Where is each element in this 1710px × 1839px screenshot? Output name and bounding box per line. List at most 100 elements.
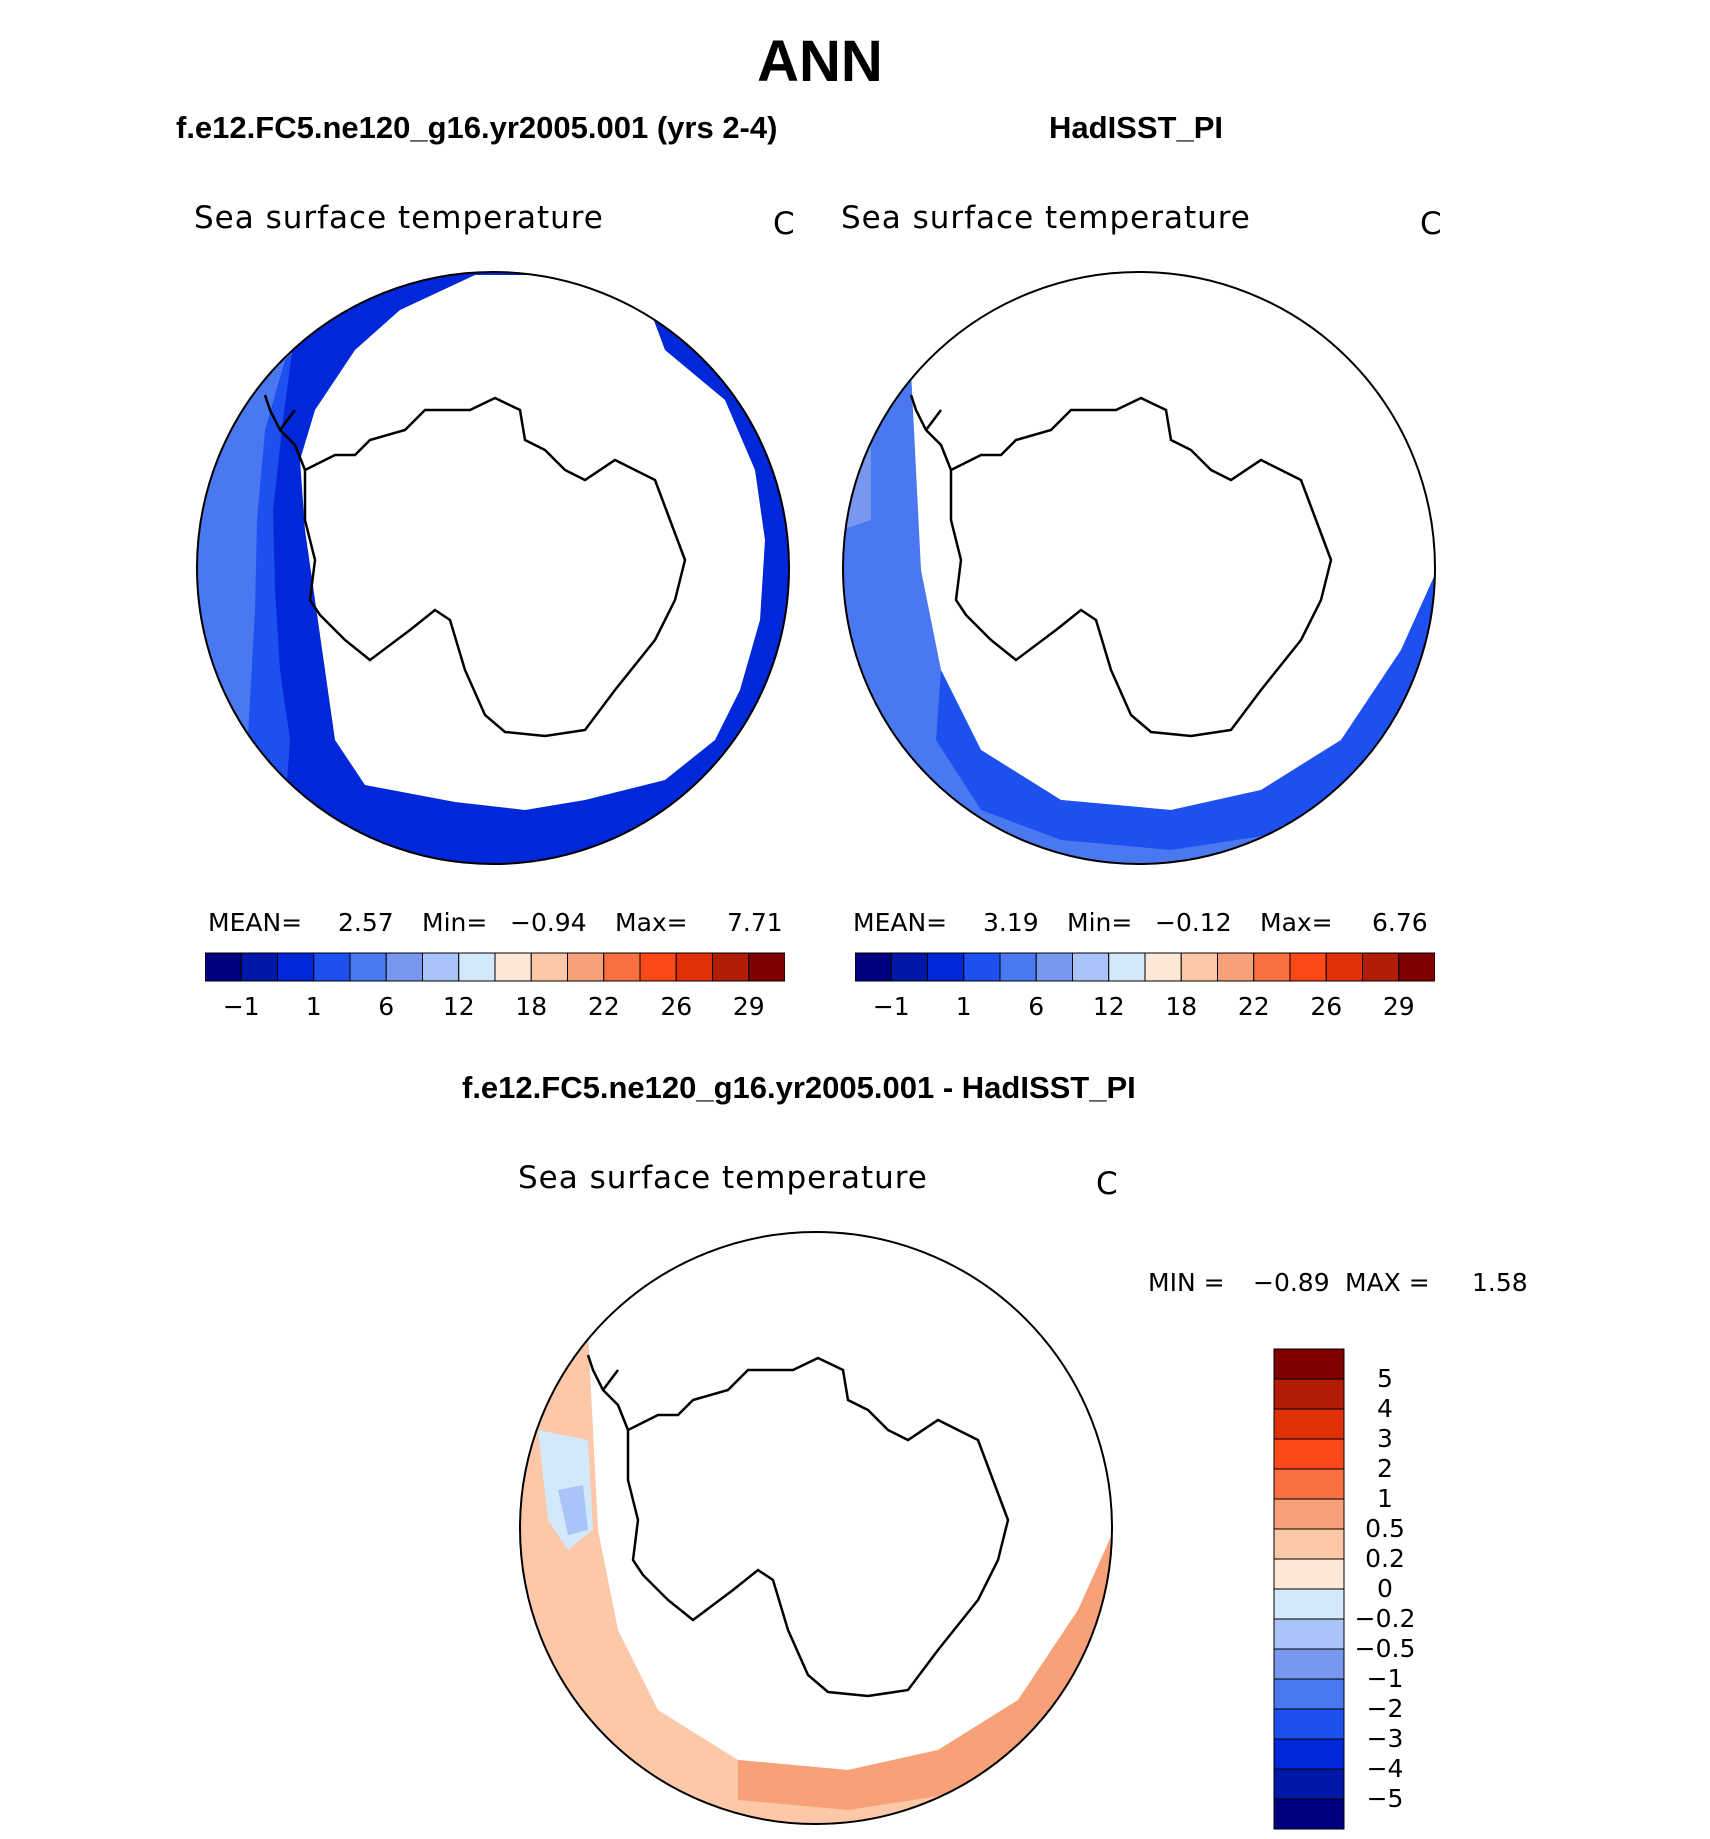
panel-1-mean-label: MEAN= — [208, 908, 303, 937]
panel-2-colorbar-swatch — [890, 952, 928, 982]
diff-sst-warm-region — [738, 1530, 1112, 1810]
panel-3-colorbar-swatch — [1273, 1798, 1345, 1830]
panel-2-colorbar-swatch — [1289, 952, 1327, 982]
panel-3-colorbar-tick-label: −3 — [1366, 1724, 1404, 1753]
panel-3-colorbar-swatch — [1273, 1768, 1345, 1800]
panel-2-colorbar-swatch — [1253, 952, 1291, 982]
antarctic-peninsula — [909, 394, 953, 471]
panel-3-colorbar-swatch — [1273, 1468, 1345, 1500]
panel-1-max-value: 7.71 — [727, 908, 783, 937]
panel-1-colorbar-ticks: −1 1 6 12 18 22 26 29 — [205, 992, 785, 1026]
antarctic-peninsula — [586, 1354, 630, 1431]
antarctic-peninsula — [263, 394, 307, 471]
panel-1-colorbar-swatch — [639, 952, 677, 982]
panel-3-colorbar-tick-label: 1 — [1377, 1484, 1393, 1513]
panel-2-colorbar-swatch — [855, 952, 892, 982]
panel-3-max-value: 1.58 — [1472, 1268, 1528, 1297]
panel-1-colorbar-swatch — [313, 952, 351, 982]
panel-3-max-label: MAX = — [1345, 1268, 1430, 1297]
panel-2-colorbar-swatch — [1072, 952, 1110, 982]
panel-2-colorbar-swatch — [1362, 952, 1400, 982]
panel-3-colorbar-swatch — [1273, 1678, 1345, 1710]
panel-2-colorbar-swatch — [1217, 952, 1255, 982]
panel-1-max-label: Max= — [615, 908, 688, 937]
panel-1-colorbar-tick-label: 26 — [660, 992, 693, 1021]
panel-3-variable-label: Sea surface temperature — [518, 1160, 928, 1196]
panel-1-min-label: Min= — [422, 908, 488, 937]
panel-1-units-label: C — [773, 206, 796, 242]
panel-2-min-label: Min= — [1067, 908, 1133, 937]
panel-1-variable-label: Sea surface temperature — [194, 200, 604, 236]
panel-1-colorbar-swatch — [494, 952, 532, 982]
model-sea-ice-region — [300, 275, 765, 810]
panel-2-colorbar-swatch — [927, 952, 965, 982]
panel-3-colorbar-swatch — [1273, 1738, 1345, 1770]
panel-1-colorbar-swatch — [240, 952, 278, 982]
panel-2-variable-label: Sea surface temperature — [841, 200, 1251, 236]
panel-3-colorbar-tick-label: −0.2 — [1354, 1604, 1416, 1633]
panel-2-colorbar-swatch — [1180, 952, 1218, 982]
panel-1-case-title: f.e12.FC5.ne120_g16.yr2005.001 (yrs 2-4) — [176, 110, 778, 145]
panel-3-colorbar-swatch — [1273, 1648, 1345, 1680]
panel-2-colorbar-swatch — [999, 952, 1037, 982]
panel-1-colorbar-tick-label: 6 — [378, 992, 395, 1021]
panel-2-colorbar-tick-label: 29 — [1382, 992, 1415, 1021]
panel-2-mean-label: MEAN= — [853, 908, 948, 937]
panel-3-colorbar-swatch — [1273, 1438, 1345, 1470]
panel-1-colorbar-swatch — [385, 952, 423, 982]
panel-3-colorbar-swatch — [1273, 1528, 1345, 1560]
obs-sst-far-band — [843, 420, 871, 530]
panel-3-colorbar-swatch — [1273, 1618, 1345, 1650]
panel-1-colorbar-tick-label: 12 — [442, 992, 475, 1021]
panel-3-colorbar-swatch — [1273, 1588, 1345, 1620]
panel-2-colorbar — [855, 952, 1435, 982]
panel-2-colorbar-tick-label: −1 — [872, 992, 910, 1021]
panel-2-case-title: HadISST_PI — [1049, 110, 1223, 145]
panel-2-colorbar-swatch — [1398, 952, 1435, 982]
panel-1-mean-value: 2.57 — [338, 908, 394, 937]
panel-3-colorbar-tick-label: 0 — [1377, 1574, 1393, 1603]
panel-1-colorbar — [205, 952, 785, 982]
panel-3-colorbar-tick-label: −2 — [1366, 1694, 1404, 1723]
panel-3-colorbar-tick-label: −5 — [1366, 1784, 1404, 1813]
panel-1-colorbar-swatch — [458, 952, 496, 982]
panel-3-colorbar-tick-label: −1 — [1366, 1664, 1404, 1693]
panel-2-colorbar-swatch — [1035, 952, 1073, 982]
panel-1-colorbar-swatch — [712, 952, 750, 982]
panel-1-colorbar-swatch — [349, 952, 387, 982]
panel-1-colorbar-tick-label: 29 — [732, 992, 765, 1021]
panel-1-colorbar-tick-label: 18 — [515, 992, 548, 1021]
panel-3-colorbar-tick-label: 0.5 — [1365, 1514, 1405, 1543]
antarctica-coastline — [626, 1356, 1010, 1698]
panel-2-colorbar-tick-label: 1 — [955, 992, 972, 1021]
panel-3-map — [519, 1231, 1113, 1825]
panel-2-colorbar-tick-label: 6 — [1028, 992, 1045, 1021]
panel-2-map-border — [842, 271, 1436, 865]
panel-2-colorbar-tick-label: 22 — [1237, 992, 1270, 1021]
panel-2-colorbar-tick-label: 12 — [1092, 992, 1125, 1021]
panel-2-colorbar-swatch — [1144, 952, 1182, 982]
panel-2-colorbar-tick-label: 26 — [1310, 992, 1343, 1021]
panel-1-min-value: −0.94 — [510, 908, 587, 937]
panel-3-colorbar-tick-label: 5 — [1377, 1364, 1393, 1393]
panel-3-colorbar-swatch — [1273, 1378, 1345, 1410]
panel-2-colorbar-swatch — [1108, 952, 1146, 982]
panel-3-colorbar-swatch — [1273, 1348, 1345, 1380]
panel-1-map-border — [196, 271, 790, 865]
panel-2-mean-value: 3.19 — [983, 908, 1039, 937]
panel-3-colorbar-tick-label: 2 — [1377, 1454, 1393, 1483]
panel-3-min-value: −0.89 — [1253, 1268, 1330, 1297]
panel-3-colorbar-swatch — [1273, 1408, 1345, 1440]
panel-3-colorbar-ticks: 5 4 3 2 1 0.5 0.2 0 −0.2 −0.5 −1 −2 −3 −4 −5 — [1350, 1348, 1470, 1830]
panel-3-colorbar — [1273, 1348, 1345, 1830]
panel-3-units-label: C — [1096, 1166, 1119, 1202]
panel-2-max-label: Max= — [1260, 908, 1333, 937]
panel-1-colorbar-swatch — [205, 952, 242, 982]
panel-1-colorbar-tick-label: −1 — [222, 992, 260, 1021]
panel-3-colorbar-tick-label: 3 — [1377, 1424, 1393, 1453]
panel-2-colorbar-swatch — [1325, 952, 1363, 982]
panel-2-units-label: C — [1420, 206, 1443, 242]
panel-3-colorbar-tick-label: 0.2 — [1365, 1544, 1405, 1573]
panel-1-colorbar-swatch — [748, 952, 785, 982]
panel-3-colorbar-swatch — [1273, 1708, 1345, 1740]
